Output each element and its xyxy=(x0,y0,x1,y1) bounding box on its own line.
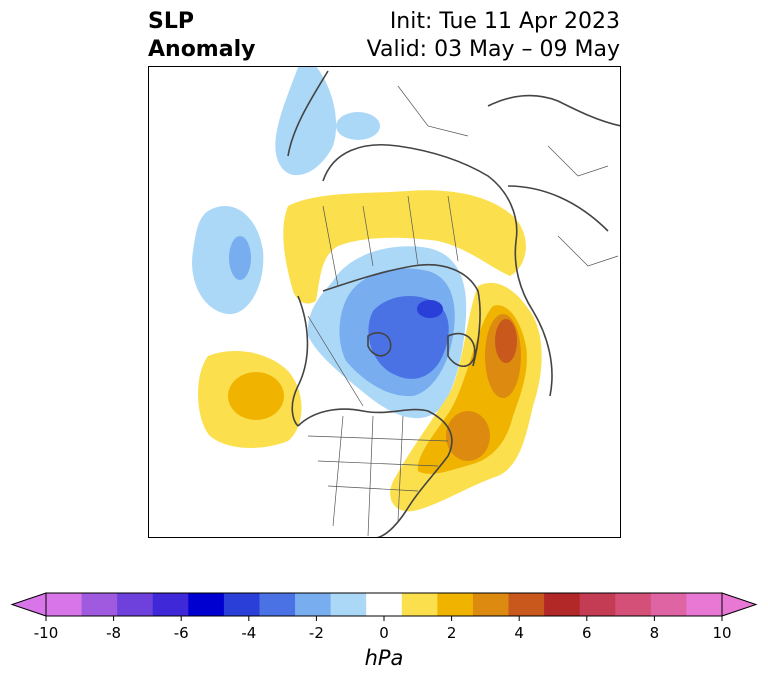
date-info: Init: Tue 11 Apr 2023 Valid: 03 May – 09… xyxy=(367,8,620,64)
colorbar-extend-low xyxy=(10,592,47,617)
colorbar xyxy=(10,592,758,621)
colorbar-tick-label: 10 xyxy=(712,624,732,642)
colorbar-tick-label: 8 xyxy=(649,624,660,642)
colorbar-bin xyxy=(152,593,189,616)
colorbar-tick-label: 2 xyxy=(446,624,457,642)
map-title: SLP Anomaly xyxy=(148,8,255,64)
coastlines xyxy=(287,70,621,538)
colorbar-tick-label: -8 xyxy=(106,624,122,642)
colorbar-tick-label: -6 xyxy=(173,624,189,642)
colorbar-tick-label: 4 xyxy=(514,624,524,642)
colorbar-bin xyxy=(223,593,260,616)
borders xyxy=(307,85,619,537)
colorbar-tick-label: -10 xyxy=(33,624,59,642)
colorbar-bin xyxy=(544,593,581,616)
colorbar-bin xyxy=(295,593,332,616)
title-line-1: SLP xyxy=(148,9,194,34)
unit-label: hPa xyxy=(364,646,404,670)
colorbar-bin xyxy=(366,593,403,616)
colorbar-bin xyxy=(188,593,225,616)
colorbar-tick-label: 0 xyxy=(379,624,389,642)
init-date: Init: Tue 11 Apr 2023 xyxy=(389,9,620,34)
colorbar-bin xyxy=(259,593,296,616)
positive-anomaly-fields xyxy=(198,190,542,512)
colorbar-bin xyxy=(508,593,545,616)
colorbar-bin xyxy=(579,593,616,616)
colorbar-bin xyxy=(615,593,652,616)
colorbar-bin xyxy=(437,593,474,616)
slp-anomaly-map xyxy=(148,66,621,538)
colorbar-bin xyxy=(81,593,118,616)
colorbar-bin xyxy=(686,593,723,616)
colorbar-bin xyxy=(650,593,687,616)
negative-anomaly-fields xyxy=(192,66,467,419)
title-line-2: Anomaly xyxy=(148,37,256,62)
valid-range: Valid: 03 May – 09 May xyxy=(366,37,620,62)
colorbar-tick-label: -2 xyxy=(308,624,324,642)
colorbar-extend-high xyxy=(721,592,758,617)
colorbar-bin xyxy=(472,593,510,616)
colorbar-tick-label: 6 xyxy=(582,624,592,642)
colorbar-bin xyxy=(46,593,83,616)
colorbar-bin xyxy=(330,593,367,616)
colorbar-tick-label: -4 xyxy=(241,624,257,642)
colorbar-bin xyxy=(401,593,438,616)
colorbar-bin xyxy=(117,593,154,616)
